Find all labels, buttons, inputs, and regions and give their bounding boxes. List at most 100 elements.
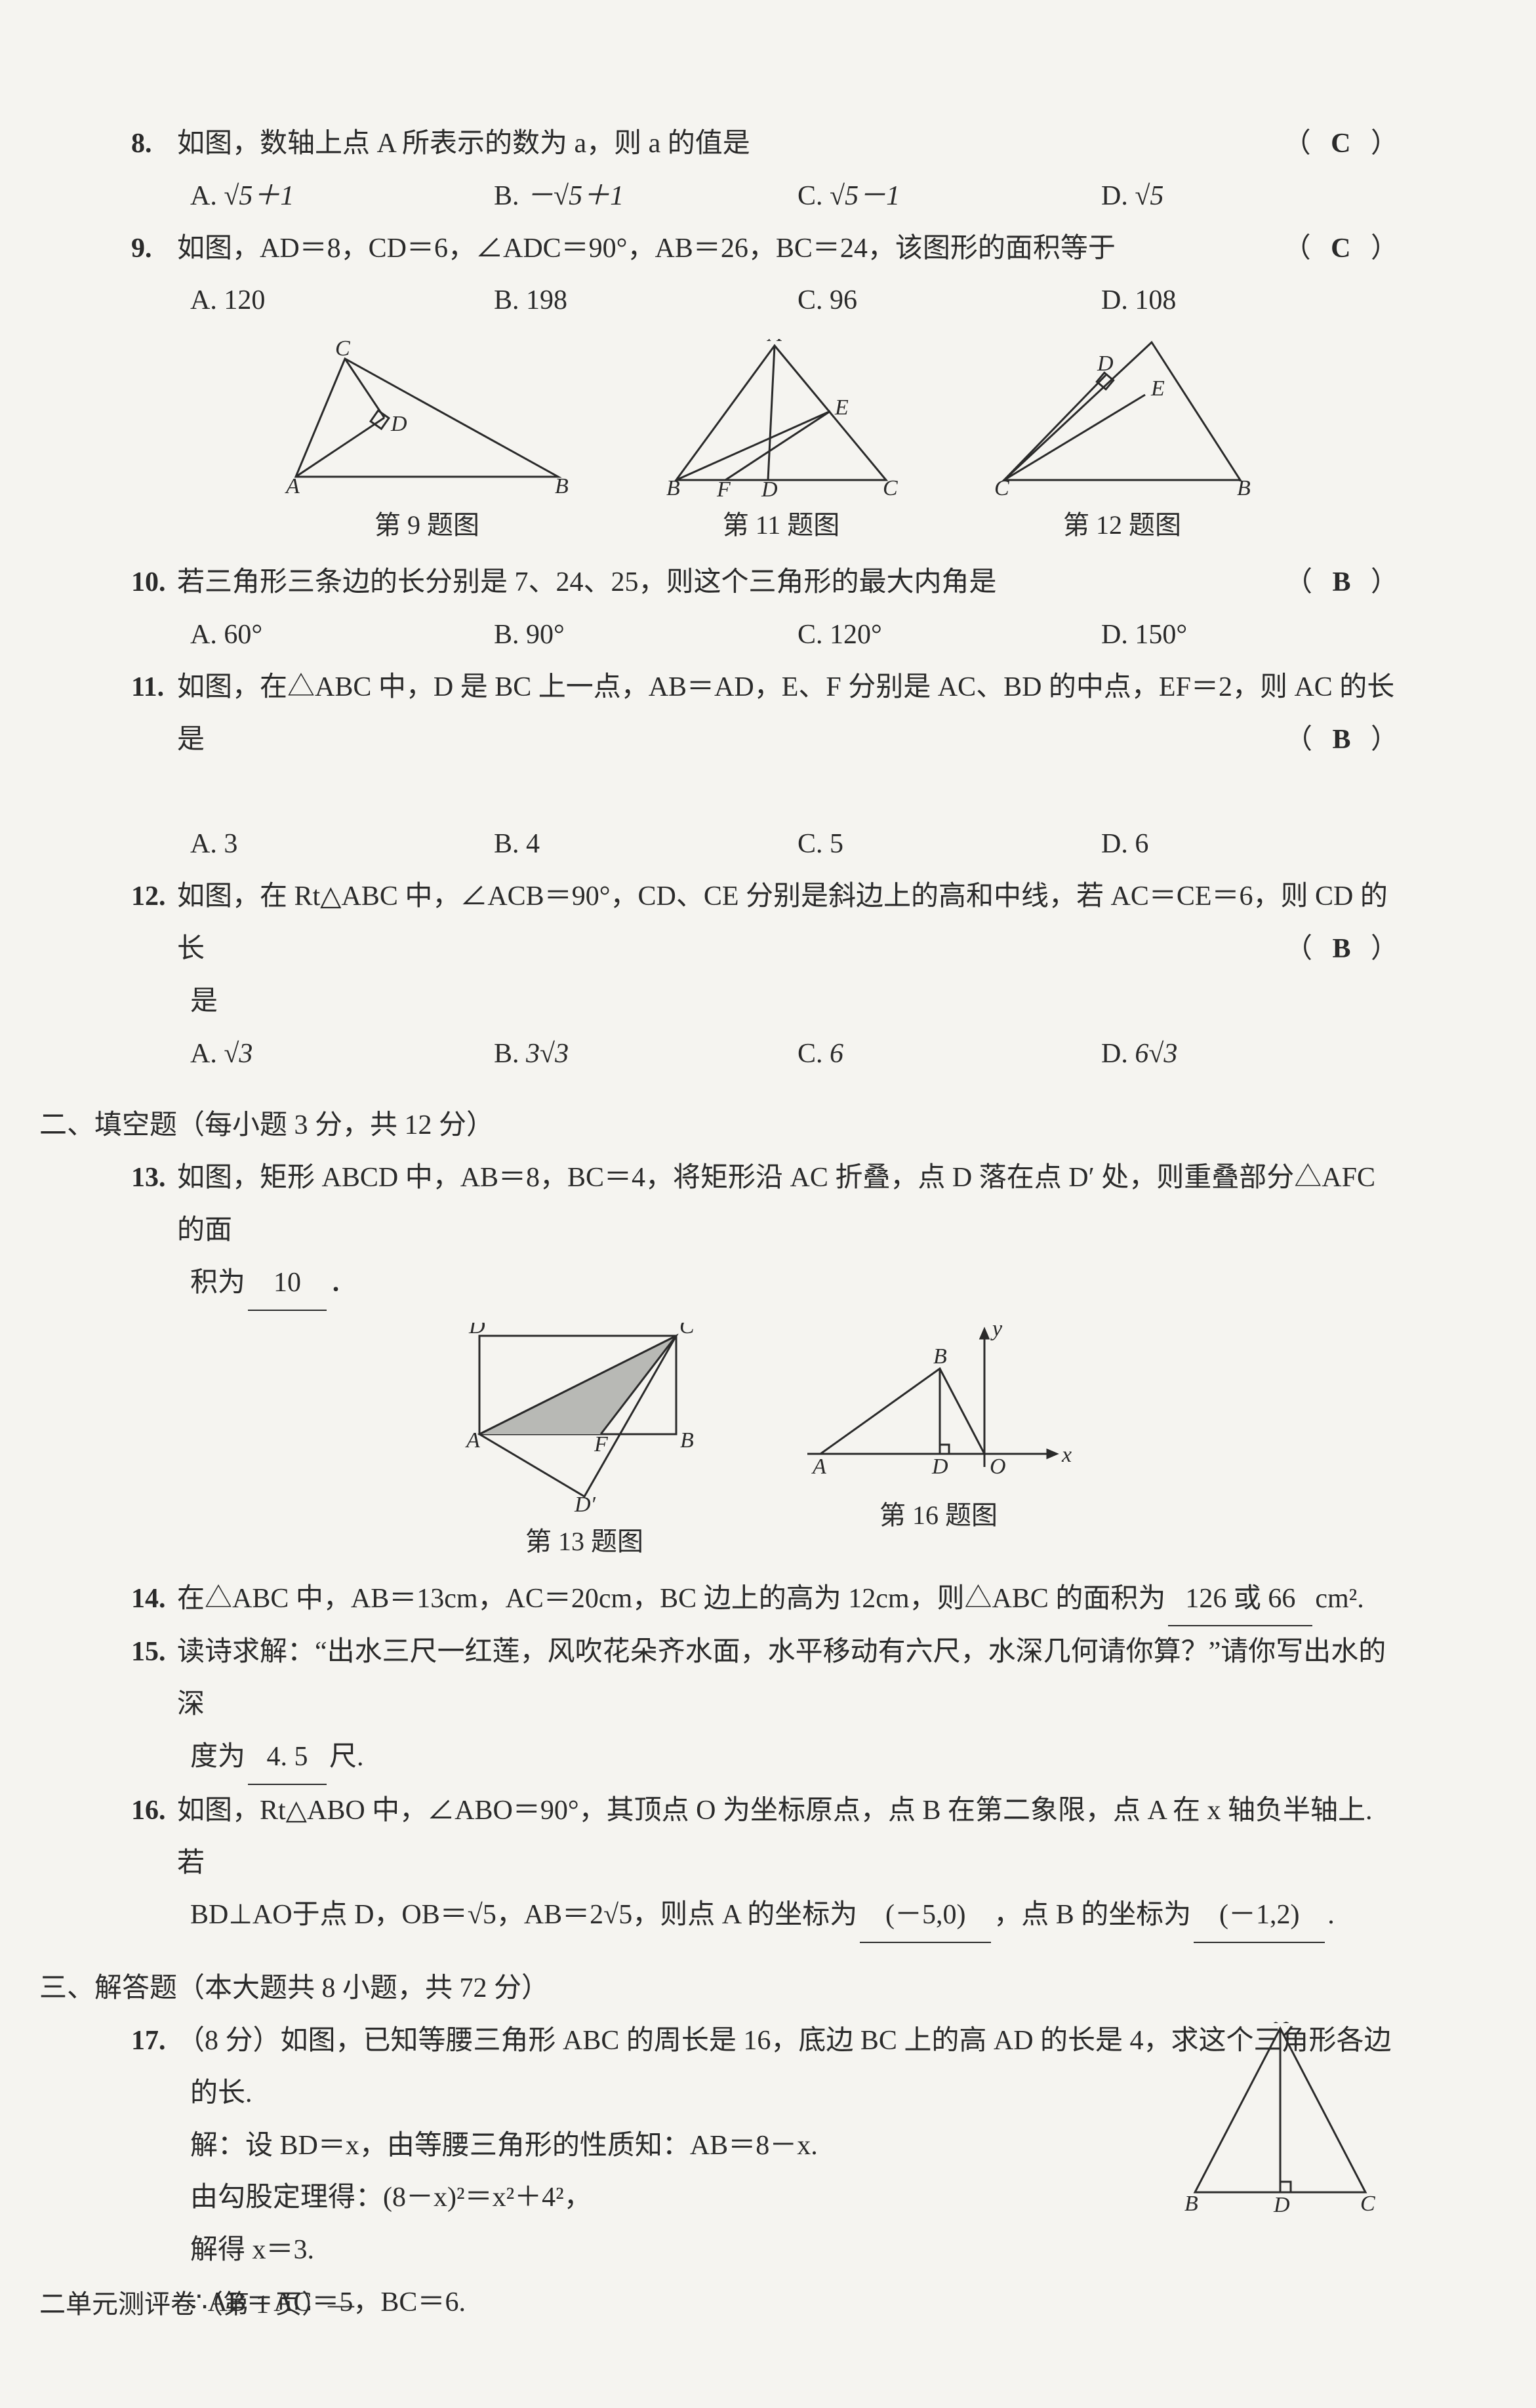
q12-opt-d: D. 6√3 (1101, 1028, 1405, 1081)
q17-sol-3: ∴AB＝AC＝5，BC＝6. (190, 2277, 1405, 2329)
q10-opt-a-val: 60° (224, 620, 262, 650)
q8-opt-b: B. －√5＋1 (494, 171, 798, 223)
q12-text-a: 如图，在 Rt△ABC 中，∠ACB＝90°，CD、CE 分别是斜边上的高和中线… (177, 871, 1405, 976)
q16-period: . (1327, 1889, 1335, 1942)
q11-opt-b: B. 4 (494, 818, 798, 871)
fig-q11: A B C D E F 第 11 题图 (663, 339, 899, 550)
q10-opt-d: D. 150° (1101, 609, 1405, 662)
q9-opt-c-val: 96 (830, 285, 857, 315)
q14-num: 14. (131, 1573, 177, 1626)
q9-opt-a: A. 120 (190, 275, 494, 327)
q8-opt-d: D. √5 (1101, 171, 1405, 223)
q8-text: 如图，数轴上点 A 所表示的数为 a，则 a 的值是 (177, 118, 750, 171)
q10-answer-letter: B (1332, 567, 1357, 597)
q9-opt-b-val: 198 (526, 285, 567, 315)
svg-text:D: D (761, 477, 778, 496)
q8-opt-a-val: √5＋1 (224, 181, 294, 211)
fig-q16-caption: 第 16 题图 (801, 1491, 1076, 1540)
q13-period: ． (329, 1257, 357, 1310)
q11-opt-a-val: 3 (224, 829, 237, 859)
q8-answer: （ C ） (1283, 118, 1405, 171)
fig-q12-svg: A C B D E (991, 339, 1253, 496)
svg-text:F: F (594, 1432, 609, 1456)
question-16: 16. 如图，Rt△ABO 中，∠ABO＝90°，其顶点 O 为坐标原点，点 B… (131, 1785, 1405, 1943)
page: 8. 如图，数轴上点 A 所表示的数为 a，则 a 的值是 （ C ） A. √… (0, 0, 1536, 2408)
figures-row-2: D C A B D′ F 第 13 题图 (131, 1323, 1405, 1567)
question-10: 10. 若三角形三条边的长分别是 7、24、25，则这个三角形的最大内角是 （ … (131, 557, 1405, 662)
fig-q9-svg: A B C D (283, 339, 571, 496)
q8-answer-letter: C (1331, 129, 1357, 159)
q9-opt-c: C. 96 (798, 275, 1101, 327)
fig-q17-svg: A B C D (1182, 2022, 1379, 2218)
question-13: 13. 如图，矩形 ABCD 中，AB＝8，BC＝4，将矩形沿 AC 折叠，点 … (131, 1152, 1405, 1310)
svg-text:D: D (468, 1323, 485, 1338)
svg-text:E: E (1150, 376, 1165, 401)
svg-text:D: D (1097, 351, 1114, 376)
section-2: 二、填空题（每小题 3 分，共 12 分） 13. 如图，矩形 ABCD 中，A… (131, 1100, 1405, 1943)
svg-text:O: O (990, 1455, 1006, 1479)
q16-text-b: BD⊥AO于点 D，OB＝√5，AB＝2√5，则点 A 的坐标为 (190, 1889, 857, 1942)
q11-answer: （ B ） (1285, 714, 1405, 767)
svg-text:D: D (931, 1455, 948, 1479)
q15-blank: 4. 5 (248, 1731, 327, 1785)
question-15: 15. 读诗求解：“出水三尺一红莲，风吹花朵齐水面，水平移动有六尺，水深几何请你… (131, 1626, 1405, 1784)
q10-opt-b-val: 90° (526, 620, 565, 650)
svg-text:A: A (811, 1455, 826, 1479)
q8-opt-a: A. √5＋1 (190, 171, 494, 223)
fig-q16-svg: A B D O x y (801, 1323, 1076, 1487)
q8-num: 8. (131, 118, 177, 171)
q10-text: 若三角形三条边的长分别是 7、24、25，则这个三角形的最大内角是 (177, 557, 997, 609)
q17-text-b: 的长. (190, 2068, 253, 2120)
q11-opt-a: A. 3 (190, 818, 494, 871)
q11-answer-letter: B (1332, 725, 1357, 755)
q10-opt-c: C. 120° (798, 609, 1101, 662)
svg-text:B: B (933, 1344, 947, 1369)
q11-opt-c-val: 5 (830, 829, 843, 859)
svg-text:B: B (555, 474, 569, 496)
q8-opt-d-val: √5 (1135, 181, 1163, 211)
question-14: 14. 在△ABC 中，AB＝13cm，AC＝20cm，BC 边上的高为 12c… (131, 1573, 1405, 1627)
svg-text:F: F (716, 477, 731, 496)
svg-text:A: A (1147, 339, 1162, 343)
fig-q13: D C A B D′ F 第 13 题图 (460, 1323, 709, 1567)
svg-text:C: C (679, 1323, 695, 1338)
question-11: 11. 如图，在△ABC 中，D 是 BC 上一点，AB＝AD，E、F 分别是 … (131, 662, 1405, 871)
q12-opt-b: B. 3√3 (494, 1028, 798, 1081)
q9-num: 9. (131, 223, 177, 275)
figures-row-1: A B C D 第 9 题图 A B C (131, 339, 1405, 550)
q10-options: A. 60° B. 90° C. 120° D. 150° (190, 609, 1405, 662)
q15-num: 15. (131, 1626, 177, 1679)
q14-text-a: 在△ABC 中，AB＝13cm，AC＝20cm，BC 边上的高为 12cm，则△… (177, 1573, 1165, 1626)
q10-opt-c-val: 120° (830, 620, 882, 650)
fig-q9: A B C D 第 9 题图 (283, 339, 571, 550)
q10-opt-b: B. 90° (494, 609, 798, 662)
fig-q11-svg: A B C D E F (663, 339, 899, 496)
q15-text-b: 度为 (190, 1731, 245, 1784)
svg-text:B: B (1184, 2192, 1198, 2216)
svg-text:A: A (465, 1428, 480, 1453)
q11-opt-d-val: 6 (1135, 829, 1148, 859)
q17-num: 17. (131, 2015, 177, 2068)
q12-opt-c: C. 6 (798, 1028, 1101, 1081)
q10-answer: （ B ） (1285, 557, 1405, 609)
q8-opt-c: C. √5－1 (798, 171, 1101, 223)
q8-opt-c-val: √5－1 (830, 181, 900, 211)
svg-text:C: C (994, 476, 1009, 496)
q15-text-a: 读诗求解：“出水三尺一红莲，风吹花朵齐水面，水平移动有六尺，水深几何请你算？”请… (177, 1626, 1405, 1731)
q17-sol-2: 解得 x＝3. (190, 2224, 1405, 2277)
fig-q11-caption: 第 11 题图 (663, 500, 899, 550)
q14-text-b: cm². (1315, 1573, 1364, 1626)
svg-text:A: A (285, 474, 300, 496)
q14-blank: 126 或 66 (1168, 1573, 1312, 1627)
q10-opt-a: A. 60° (190, 609, 494, 662)
q12-text-b: 是 (190, 976, 218, 1028)
q9-opt-a-val: 120 (224, 285, 265, 315)
q12-opt-c-val: 6 (830, 1039, 843, 1069)
q11-opt-d: D. 6 (1101, 818, 1405, 871)
q16-blank-1: (－5,0) (860, 1889, 991, 1943)
section-3: 三、解答题（本大题共 8 小题，共 72 分） 17. （8 分）如图，已知等腰… (131, 1963, 1405, 2329)
svg-text:C: C (883, 476, 898, 496)
q12-opt-b-val: 3√3 (526, 1039, 569, 1069)
fig-q13-svg: D C A B D′ F (460, 1323, 709, 1513)
svg-text:A: A (1274, 2022, 1289, 2028)
